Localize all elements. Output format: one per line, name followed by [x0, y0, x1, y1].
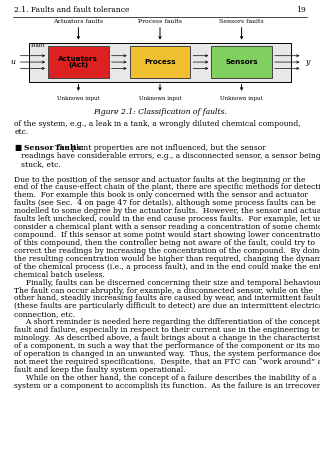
Text: stuck, etc.: stuck, etc. — [14, 160, 61, 168]
Bar — [130, 46, 190, 78]
Text: y: y — [305, 58, 309, 66]
Text: (these faults are particularly difficult to detect) are due an intermittent elec: (these faults are particularly difficult… — [14, 303, 320, 310]
Text: end of the cause-effect chain of the plant, there are specific methods for detec: end of the cause-effect chain of the pla… — [14, 183, 320, 192]
Text: of the chemical process (i.e., a process fault), and in the end could make the e: of the chemical process (i.e., a process… — [14, 263, 320, 271]
Text: faults (see Sec.  4 on page 47 for details), although some process faults can be: faults (see Sec. 4 on page 47 for detail… — [14, 199, 316, 207]
Text: of the system, e.g., a leak in a tank, a wrongly diluted chemical compound,: of the system, e.g., a leak in a tank, a… — [14, 120, 301, 128]
Text: While on the other hand, the concept of a failure describes the inability of a: While on the other hand, the concept of … — [14, 374, 317, 382]
Text: Figure 2.1: Classification of faults.: Figure 2.1: Classification of faults. — [93, 108, 227, 116]
Text: Due to the position of the sensor and actuator faults at the beginning or the: Due to the position of the sensor and ac… — [14, 176, 306, 183]
Bar — [48, 46, 109, 78]
Text: modelled to some degree by the actuator faults.  However, the sensor and actuato: modelled to some degree by the actuator … — [14, 207, 320, 215]
Text: Plant: Plant — [30, 43, 45, 48]
Text: Sensors: Sensors — [225, 59, 258, 65]
Text: the resulting concentration would be higher than required, changing the dynamics: the resulting concentration would be hig… — [14, 255, 320, 263]
Text: Process faults: Process faults — [138, 19, 182, 24]
Text: fault and keep the faulty system operational.: fault and keep the faulty system operati… — [14, 366, 186, 374]
Text: not meet the required specifications.  Despite, that an FTC can “work around” a: not meet the required specifications. De… — [14, 358, 320, 366]
Text: minology.  As described above, a fault brings about a change in the characterist: minology. As described above, a fault br… — [14, 334, 320, 342]
Text: system or a component to accomplish its function.  As the failure is an irrecove: system or a component to accomplish its … — [14, 381, 320, 390]
Text: Unknown input: Unknown input — [220, 96, 263, 101]
Bar — [29, 43, 291, 82]
Text: etc.: etc. — [14, 128, 29, 136]
Text: The plant properties are not influenced, but the sensor: The plant properties are not influenced,… — [50, 144, 266, 152]
Text: Sensor faults:: Sensor faults: — [24, 144, 84, 152]
Text: 2.1. Faults and fault tolerance: 2.1. Faults and fault tolerance — [14, 6, 130, 14]
Text: fault and failure, especially in respect to their current use in the engineering: fault and failure, especially in respect… — [14, 326, 320, 334]
Text: Finally, faults can be discerned concerning their size and temporal behaviour.: Finally, faults can be discerned concern… — [14, 279, 320, 287]
Text: consider a chemical plant with a sensor reading a concentration of some chemical: consider a chemical plant with a sensor … — [14, 223, 320, 231]
Text: Sensors faults: Sensors faults — [219, 19, 264, 24]
Text: 19: 19 — [296, 6, 306, 14]
Text: other hand, steadily increasing faults are caused by wear, and intermittent faul: other hand, steadily increasing faults a… — [14, 294, 320, 303]
Bar — [211, 46, 272, 78]
Text: chemical batch useless.: chemical batch useless. — [14, 271, 105, 279]
Text: of operation is changed in an unwanted way.  Thus, the system performance does: of operation is changed in an unwanted w… — [14, 350, 320, 358]
Text: A short reminder is needed here regarding the differentiation of the concept of: A short reminder is needed here regardin… — [14, 318, 320, 326]
Text: Process: Process — [144, 59, 176, 65]
Text: ■: ■ — [14, 144, 22, 152]
Text: The fault can occur abruptly, for example, a disconnected sensor, while on the: The fault can occur abruptly, for exampl… — [14, 287, 314, 294]
Text: compound.  If this sensor at some point would start showing lower concentration: compound. If this sensor at some point w… — [14, 231, 320, 239]
Text: correct the readings by increasing the concentration of the compound.  By doing : correct the readings by increasing the c… — [14, 247, 320, 255]
Text: u: u — [10, 58, 15, 66]
Text: of this compound, then the controller being not aware of the fault, could try to: of this compound, then the controller be… — [14, 239, 316, 247]
Text: connection, etc.: connection, etc. — [14, 310, 76, 318]
Text: readings have considerable errors, e.g., a disconnected sensor, a sensor being: readings have considerable errors, e.g.,… — [14, 152, 320, 160]
Text: of a component, in such a way that the performance of the component or its mode: of a component, in such a way that the p… — [14, 342, 320, 350]
Text: Unknown input: Unknown input — [57, 96, 100, 101]
Text: Unknown input: Unknown input — [139, 96, 181, 101]
Text: faults left unchecked, could in the end cause process faults.  For example, let : faults left unchecked, could in the end … — [14, 215, 320, 223]
Text: Actuators faults: Actuators faults — [53, 19, 103, 24]
Text: them.  For example this book is only concerned with the sensor and actuator: them. For example this book is only conc… — [14, 192, 308, 199]
Text: Actuators
(Act): Actuators (Act) — [59, 56, 98, 68]
